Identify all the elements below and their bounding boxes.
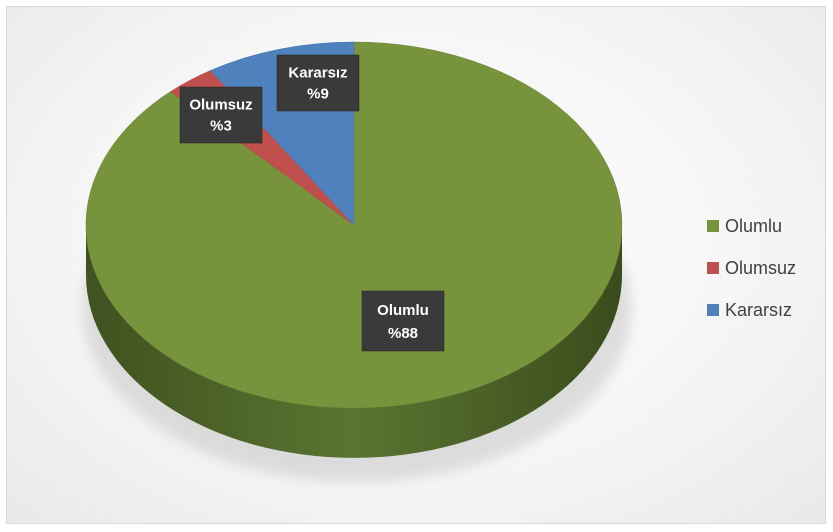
pie-side-olumlu [86, 225, 622, 458]
legend-item-olumlu: Olumlu [707, 215, 833, 237]
legend-swatch [707, 304, 719, 316]
data-label-category: Kararsız [288, 64, 347, 81]
legend-swatch [707, 220, 719, 232]
pie-chart: Olumlu %88 Olumsuz %3 Kararsız %9 [82, 41, 632, 482]
data-label-kararsiz: Kararsız %9 [276, 54, 360, 112]
legend-item-olumsuz: Olumsuz [707, 257, 833, 279]
legend-item-kararsiz: Kararsız [707, 299, 833, 321]
legend-swatch [707, 262, 719, 274]
data-label-box [276, 54, 360, 112]
data-label-category: Olumlu [377, 302, 429, 319]
data-label-olumsuz: Olumsuz %3 [179, 86, 263, 144]
data-label-box [361, 290, 445, 352]
legend-label: Olumsuz [725, 257, 797, 278]
data-label-value: %88 [388, 325, 418, 342]
legend-label: Olumlu [725, 215, 783, 236]
pie-side [86, 225, 622, 458]
legend-label: Kararsız [725, 299, 793, 320]
data-label-value: %3 [210, 118, 232, 135]
pie-labels: Olumlu %88 Olumsuz %3 Kararsız %9 [179, 54, 445, 352]
data-label-value: %9 [307, 86, 329, 103]
data-label-box [179, 86, 263, 144]
legend: Olumlu Olumsuz Kararsız [707, 215, 833, 341]
data-label-olumlu: Olumlu %88 [361, 290, 445, 352]
chart-area: Olumlu %88 Olumsuz %3 Kararsız %9 Olumlu Olums… [6, 6, 826, 524]
data-label-category: Olumsuz [189, 96, 252, 113]
